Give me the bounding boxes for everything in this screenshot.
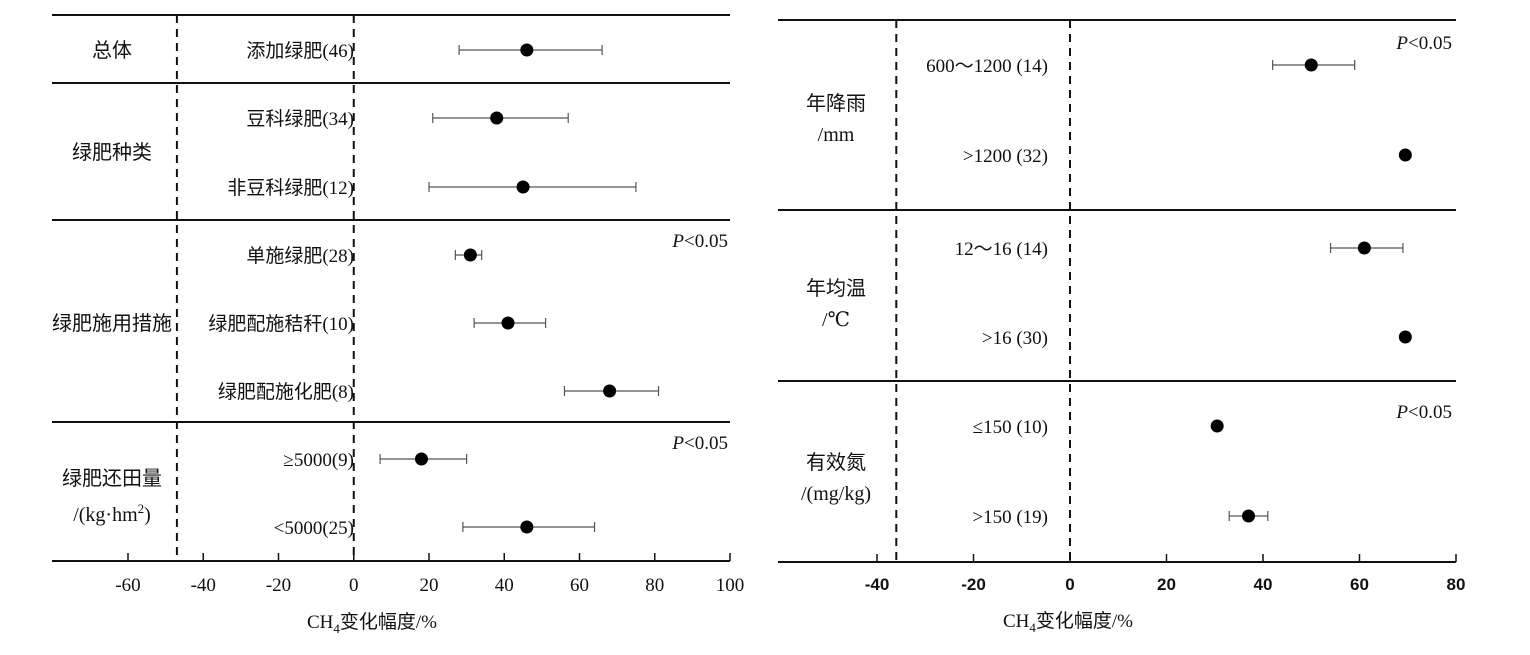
- effect-point: [1398, 330, 1412, 344]
- x-tick-label: 0: [349, 575, 359, 596]
- effect-point: [520, 520, 534, 534]
- x-tick-label: 60: [1350, 575, 1369, 594]
- group-label-unit: /℃: [822, 309, 850, 331]
- item-label: 添加绿肥(46): [246, 40, 354, 62]
- x-axis-label: CH4变化幅度/%: [307, 611, 437, 636]
- p-value-text: <0.05: [684, 231, 728, 252]
- item-label: ≤150 (10): [973, 417, 1048, 438]
- x-tick-label: 100: [716, 575, 745, 596]
- x-tick-label: -20: [961, 575, 986, 594]
- p-value-symbol: P: [671, 231, 684, 252]
- item-label: >16 (30): [982, 328, 1048, 349]
- x-tick-label: -20: [266, 575, 291, 596]
- group-label-unit: /(kg·hm2): [73, 501, 151, 526]
- x-axis-label-suffix: 变化幅度/%: [340, 611, 437, 633]
- group-label: 绿肥还田量: [62, 467, 162, 490]
- x-tick-label: 20: [420, 575, 439, 596]
- effect-point: [603, 384, 617, 398]
- p-value-symbol: P: [1395, 33, 1408, 54]
- x-tick-label: 60: [570, 575, 589, 596]
- x-tick-label: -60: [115, 575, 140, 596]
- p-value-label: P<0.05: [671, 433, 728, 454]
- group-label: 总体: [92, 39, 132, 62]
- group-label: 绿肥施用措施: [52, 312, 172, 335]
- effect-point: [520, 43, 534, 57]
- p-value-label: P<0.05: [1395, 402, 1452, 423]
- right-panel: -40 -20 0 20 40 60 80CH4变化幅度/%年降雨/mmP<0.05600～…: [778, 19, 1466, 635]
- effect-point: [1304, 58, 1318, 72]
- x-axis-label-prefix: CH: [307, 612, 334, 633]
- p-value-text: <0.05: [1408, 402, 1452, 423]
- p-value-symbol: P: [1395, 402, 1408, 423]
- item-label: 12～16 (14): [955, 239, 1048, 260]
- x-tick-label: -40: [865, 575, 890, 594]
- effect-point: [501, 316, 515, 330]
- left-panel: -60 -40 -20 0 20 40 60 80 100 CH4变化幅度/% 总体 添加绿肥(46)…: [52, 14, 745, 636]
- group-label-unit: /(mg/kg): [801, 483, 871, 505]
- group-label: 年均温: [806, 277, 866, 300]
- effect-point: [463, 248, 477, 262]
- item-label: >150 (19): [972, 507, 1048, 528]
- effect-point: [490, 111, 504, 125]
- group-label: 绿肥种类: [72, 141, 152, 164]
- x-axis-label: CH4变化幅度/%: [1003, 610, 1133, 635]
- p-value-text: <0.05: [684, 433, 728, 454]
- p-value-symbol: P: [671, 433, 684, 454]
- x-tick-label: -40: [191, 575, 216, 596]
- item-label: 单施绿肥(28): [246, 245, 354, 267]
- group-label-unit-superscript: 2: [138, 501, 145, 516]
- group-label: 有效氮: [806, 451, 866, 474]
- item-label: >1200 (32): [963, 146, 1048, 167]
- p-value-label: P<0.05: [671, 231, 728, 252]
- group-label-unit-part: /(kg·hm: [73, 504, 138, 526]
- x-axis-label-subscript: 4: [1029, 620, 1036, 635]
- x-tick-label: 80: [1447, 575, 1466, 594]
- x-axis-label-prefix: CH: [1003, 611, 1030, 632]
- item-label: 绿肥配施秸秆(10): [208, 313, 354, 335]
- group-label-unit-part: ): [144, 504, 151, 526]
- x-axis-label-subscript: 4: [333, 621, 340, 636]
- effect-point: [1210, 419, 1224, 433]
- item-label: <5000(25): [274, 518, 354, 539]
- p-value-label: P<0.05: [1395, 33, 1452, 54]
- x-tick-label: 40: [495, 575, 514, 596]
- group-label: 年降雨: [806, 92, 866, 115]
- effect-point: [414, 452, 428, 466]
- x-tick-label: 80: [645, 575, 664, 596]
- effect-point: [516, 180, 530, 194]
- effect-point: [1398, 148, 1412, 162]
- group-label-unit: /mm: [818, 124, 855, 146]
- item-label: 绿肥配施化肥(8): [218, 381, 354, 403]
- effect-point: [1242, 509, 1256, 523]
- item-label: 600～1200 (14): [926, 56, 1048, 77]
- item-label: ≥5000(9): [283, 450, 354, 471]
- x-tick-label: 0: [1065, 575, 1074, 594]
- x-tick-label: 20: [1157, 575, 1176, 594]
- item-label: 豆科绿肥(34): [246, 108, 354, 130]
- x-tick-label: 40: [1254, 575, 1273, 594]
- item-label: 非豆科绿肥(12): [227, 177, 354, 199]
- p-value-text: <0.05: [1408, 33, 1452, 54]
- effect-point: [1357, 241, 1371, 255]
- x-axis-label-suffix: 变化幅度/%: [1036, 610, 1133, 632]
